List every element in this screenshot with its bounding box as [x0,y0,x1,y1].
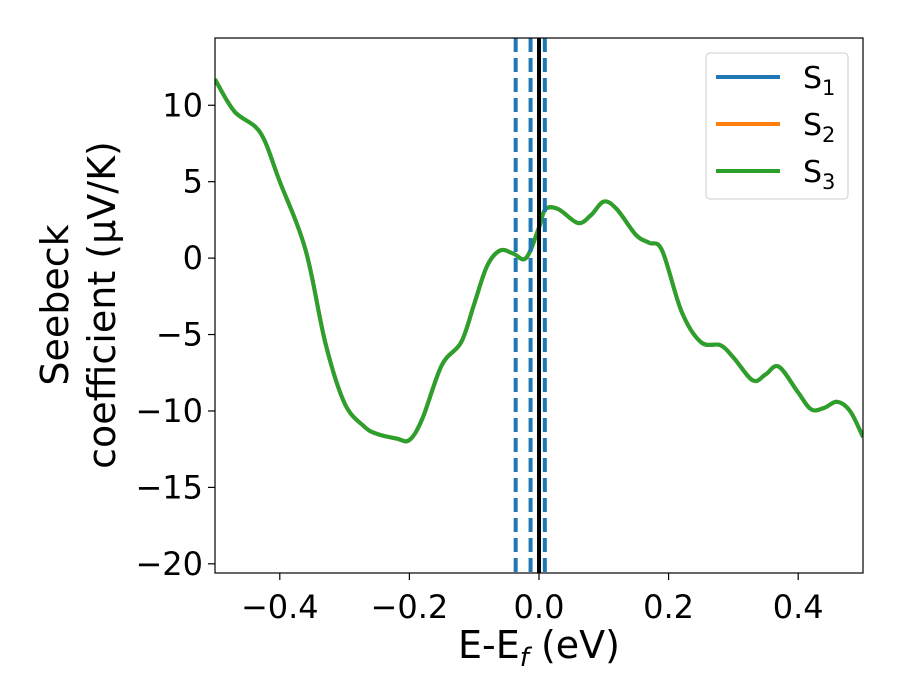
x-tick-label: 0.0 [514,588,565,626]
x-tick-label: −0.2 [371,588,449,626]
x-tick-label: 0.2 [643,588,694,626]
legend-items: S1 S2 S3 [716,61,835,194]
legend-label-s3: S3 [803,155,835,194]
legend-label-s1: S1 [803,61,835,100]
legend-label-s2: S2 [803,108,835,147]
plot-marks [215,38,863,573]
legend: S1 S2 S3 [705,52,849,200]
y-tick-label: −10 [135,392,203,430]
x-axis-label: E-Ef (eV) [458,623,620,673]
y-tick-label: 0 [183,239,203,277]
series-line-s3 [215,78,863,444]
y-tick-label: −20 [135,545,203,583]
x-axis-ticks: −0.4 −0.2 0.0 0.2 0.4 [241,573,824,626]
y-tick-label: −5 [156,316,203,354]
y-axis-label-line1: Seebeck [33,224,77,385]
y-axis-label: Seebeck coefficient (μV/K) [33,141,124,469]
y-tick-label: −15 [135,468,203,506]
y-axis-label-line2: coefficient (μV/K) [80,141,124,469]
y-tick-label: 5 [183,163,203,201]
y-axis-ticks: 10 5 0 −5 −10 −15 −20 [135,86,215,583]
y-tick-label: 10 [162,86,203,124]
x-tick-label: 0.4 [773,588,824,626]
x-tick-label: −0.4 [241,588,319,626]
